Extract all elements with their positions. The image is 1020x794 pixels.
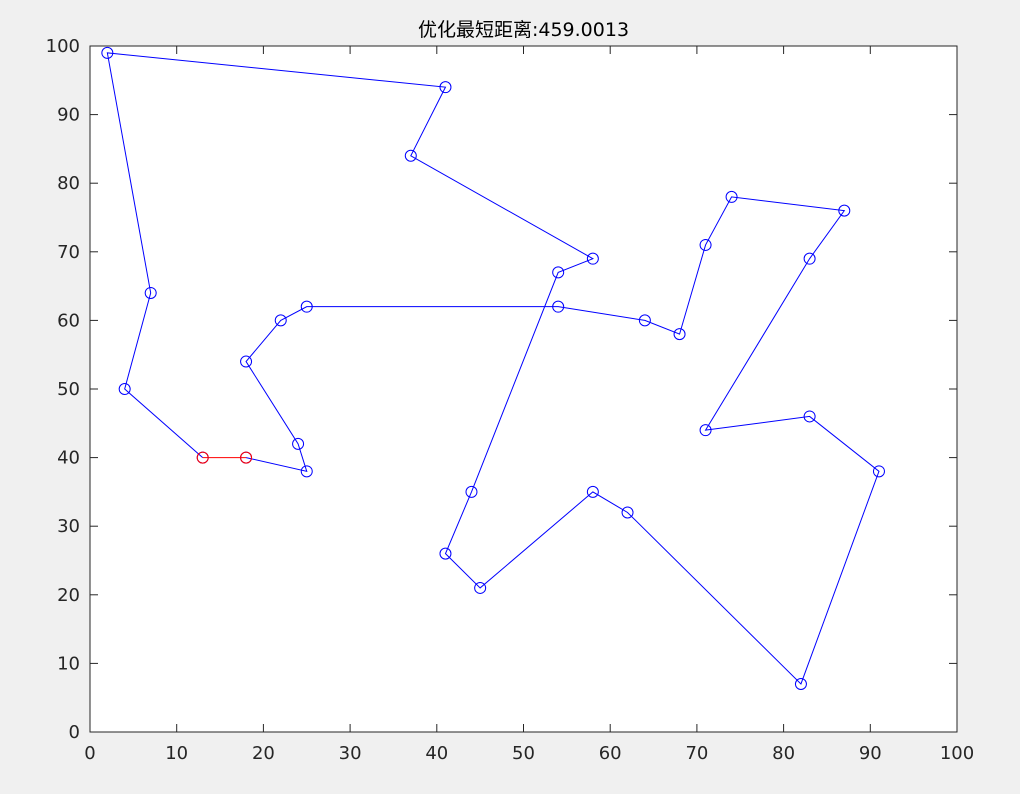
point-marker-1-1 [240, 451, 253, 464]
point-marker-0-11 [838, 204, 851, 217]
point-marker-0-9 [699, 238, 712, 251]
point-marker-0-21 [465, 485, 478, 498]
x-tick-label: 20 [252, 743, 275, 764]
x-tick-label: 40 [425, 743, 448, 764]
point-marker-0-6 [552, 300, 565, 313]
point-marker-0-17 [621, 506, 634, 519]
x-tick-label: 0 [84, 743, 95, 764]
point-marker-0-16 [794, 677, 807, 690]
y-tick-label: 40 [57, 448, 80, 469]
point-marker-0-25 [439, 81, 452, 94]
point-marker-0-12 [803, 252, 816, 265]
plot-area [90, 46, 957, 732]
point-marker-0-18 [586, 485, 599, 498]
point-marker-0-10 [725, 190, 738, 203]
y-tick-label: 60 [57, 310, 80, 331]
y-tick-label: 20 [57, 585, 80, 606]
x-tick-label: 10 [165, 743, 188, 764]
point-marker-0-2 [292, 437, 305, 450]
y-tick-label: 30 [57, 516, 80, 537]
y-tick-label: 90 [57, 105, 80, 126]
point-marker-0-26 [101, 46, 114, 59]
y-tick-label: 50 [57, 379, 80, 400]
x-tick-label: 60 [599, 743, 622, 764]
point-marker-0-4 [274, 314, 287, 327]
point-marker-0-14 [803, 410, 816, 423]
point-marker-0-15 [872, 465, 885, 478]
x-tick-label: 90 [859, 743, 882, 764]
y-tick-label: 10 [57, 653, 80, 674]
point-marker-0-23 [586, 252, 599, 265]
y-tick-label: 80 [57, 173, 80, 194]
chart-title: 优化最短距离:459.0013 [418, 19, 629, 41]
point-marker-0-22 [552, 266, 565, 279]
point-marker-0-24 [404, 149, 417, 162]
point-marker-0-28 [118, 383, 131, 395]
point-marker-0-1 [300, 465, 313, 478]
point-marker-0-20 [439, 547, 452, 560]
series-line-0 [106, 52, 880, 685]
y-tick-label: 100 [46, 36, 80, 57]
x-tick-label: 30 [339, 743, 362, 764]
point-marker-0-3 [240, 355, 253, 368]
point-marker-0-27 [144, 286, 157, 299]
point-marker-0-19 [474, 581, 487, 594]
y-tick-label: 70 [57, 242, 80, 263]
x-tick-label: 70 [685, 743, 708, 764]
point-marker-0-8 [673, 328, 686, 341]
point-marker-1-0 [196, 451, 209, 464]
x-tick-label: 100 [940, 743, 974, 764]
point-marker-0-5 [300, 300, 313, 313]
x-tick-label: 50 [512, 743, 535, 764]
x-tick-label: 80 [772, 743, 795, 764]
point-marker-0-13 [699, 424, 712, 437]
y-tick-label: 0 [69, 722, 80, 743]
point-marker-0-7 [638, 314, 651, 327]
